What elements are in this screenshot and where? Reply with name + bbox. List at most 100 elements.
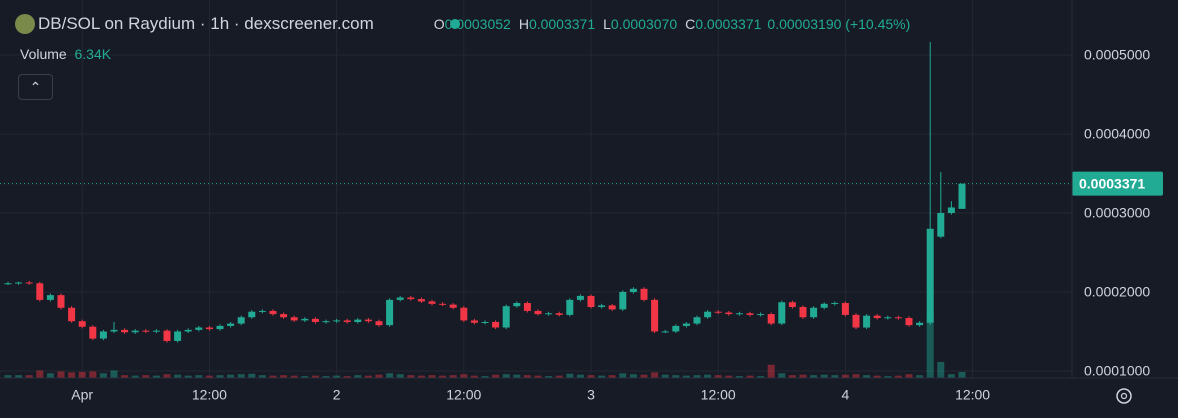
volume-bar [778, 373, 786, 378]
volume-bar [873, 375, 881, 378]
volume-bar [470, 375, 478, 378]
volume-bar [820, 374, 828, 378]
candle-body [449, 304, 457, 308]
volume-bar [714, 375, 722, 378]
candle-body [831, 303, 839, 305]
candle-body [947, 207, 955, 213]
candle-body [841, 303, 849, 315]
volume-bar [354, 375, 362, 378]
x-tick-label: 3 [587, 387, 595, 403]
volume-bar [205, 375, 213, 378]
candle-body [216, 325, 224, 330]
volume-bar [598, 375, 606, 378]
candle-body [735, 313, 743, 315]
volume-bar [110, 370, 118, 378]
volume-bar [121, 375, 129, 378]
volume-bar [386, 373, 394, 378]
volume-bar [258, 375, 266, 378]
candle-body [142, 330, 150, 332]
candle-body [576, 295, 584, 300]
volume-bar [375, 374, 383, 378]
volume-bar [810, 375, 818, 378]
volume-legend: Volume 6.34K [20, 46, 111, 62]
candle-body [280, 314, 288, 318]
volume-bar [269, 375, 277, 378]
volume-bar [396, 374, 404, 378]
candle-body [89, 326, 97, 339]
candle-body [417, 299, 425, 302]
x-tick-label: 2 [333, 387, 341, 403]
candle-body [523, 303, 531, 311]
volume-bar [937, 361, 945, 378]
candle-body [110, 329, 118, 332]
candle-body [746, 313, 754, 315]
candle-body [46, 295, 54, 300]
candle-body [364, 319, 372, 322]
settings-icon[interactable] [1116, 388, 1132, 404]
volume-bar [735, 376, 743, 378]
volume-bar [311, 375, 319, 378]
candle-body [820, 303, 828, 308]
candle-body [799, 306, 807, 318]
x-tick-label: 12:00 [955, 387, 990, 403]
volume-bar [799, 374, 807, 378]
candle-body [937, 212, 945, 237]
volume-bar [725, 375, 733, 378]
volume-bar [99, 373, 107, 378]
candle-body [682, 323, 690, 326]
volume-bar [36, 370, 44, 378]
candle-body [672, 325, 680, 332]
candle-body [513, 303, 521, 307]
volume-bar [163, 374, 171, 378]
candle-body [195, 327, 203, 330]
volume-bar [343, 376, 351, 378]
candle-body [566, 299, 574, 315]
change: 0.00003190 (+10.45%) [767, 16, 911, 32]
volume-bar [852, 374, 860, 378]
candle-body [958, 183, 966, 209]
candle-body [778, 302, 786, 324]
y-tick-label: 0.0004000 [1084, 126, 1150, 142]
candle-body [269, 310, 277, 315]
candle-body [608, 305, 616, 310]
candle-body [163, 330, 171, 341]
volume-bar [894, 375, 902, 378]
volume-bar [195, 375, 203, 378]
candle-body [290, 317, 298, 321]
candle-body [322, 321, 330, 323]
volume-bar [905, 374, 913, 378]
volume-bar [672, 375, 680, 378]
candle-body [258, 310, 266, 312]
candle-body [131, 330, 139, 333]
token-icon [15, 14, 35, 34]
volume-bar [831, 375, 839, 378]
title: DB/SOL on Raydium · 1h · dexscreener.com [38, 14, 374, 33]
volume-bar [439, 375, 447, 378]
volume-bar [767, 364, 775, 378]
volume-bar [958, 372, 966, 378]
volume-bar [301, 376, 309, 378]
ohlc-label: O [433, 16, 445, 32]
volume-bar [417, 375, 425, 378]
volume-bar [884, 376, 892, 378]
volume-bar [290, 375, 298, 378]
collapse-button[interactable]: ⌃ [18, 74, 53, 100]
ohlc-value: 0.0003371 [528, 16, 596, 32]
volume-bar [364, 375, 372, 378]
x-tick-label: 12:00 [701, 387, 736, 403]
volume-name: Volume [20, 46, 67, 62]
volume-bar [576, 374, 584, 378]
candle-body [661, 331, 669, 333]
candle-body [227, 323, 235, 326]
candle-body [619, 291, 627, 310]
volume-bar [460, 374, 468, 378]
volume-bar [25, 375, 33, 378]
volume-bar [640, 374, 648, 378]
candle-body [651, 299, 659, 332]
candle-body [481, 321, 489, 323]
volume-bar [523, 375, 531, 378]
candle-body [343, 320, 351, 322]
candle-body [333, 320, 341, 322]
volume-bar [46, 373, 54, 378]
volume-bar [407, 375, 415, 378]
